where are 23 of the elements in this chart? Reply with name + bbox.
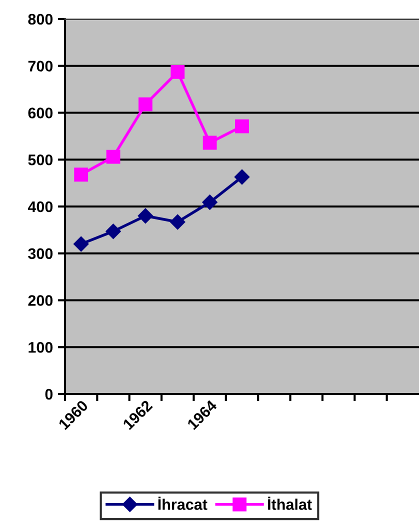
y-tick-label: 100 [28,342,53,353]
point [170,214,186,230]
point [106,150,120,164]
point [202,194,218,210]
legend-label: İthalat [268,496,312,510]
y-tick-label: 200 [28,295,53,306]
y-tick-label: 800 [28,14,53,25]
point [74,236,89,252]
point [234,169,250,185]
point [138,97,152,112]
point [74,168,88,182]
point [106,224,121,239]
point [138,208,154,224]
point [202,136,217,150]
y-tick-label: 500 [28,154,53,166]
point [170,65,185,79]
y-tick-label: 400 [28,201,53,212]
legend-label: İhracat [158,496,208,510]
y-tick-label: 300 [28,248,53,260]
y-tick-label: 0 [45,388,53,400]
y-tick-label: 600 [28,108,53,118]
point [235,119,249,134]
y-tick-label: 700 [28,60,53,72]
